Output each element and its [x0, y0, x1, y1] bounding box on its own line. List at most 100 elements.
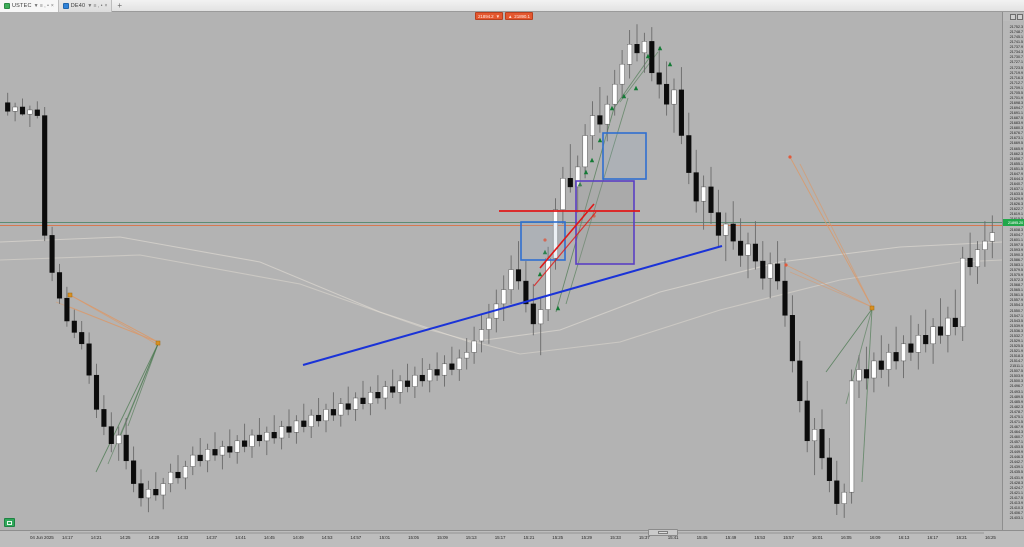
price-tick: 21640.7: [1009, 180, 1024, 186]
price-tick: 21554.3: [1009, 302, 1024, 308]
time-axis[interactable]: 04 Jun 2025 14:17 14:21 14:25 14:29 14:33 14:…: [0, 529, 1024, 547]
chart-tool-button[interactable]: [4, 518, 15, 527]
price-tick: 21637.1: [1009, 186, 1024, 191]
chart-canvas[interactable]: [0, 12, 1002, 530]
price-tick: 21593.9: [1009, 246, 1024, 252]
time-tick: 16:05: [840, 535, 852, 540]
tab-ustec[interactable]: USTEC ▼ ≡ , • ×: [0, 0, 59, 12]
price-tick: 21417.5: [1009, 494, 1024, 500]
time-tick: 15:29: [581, 535, 592, 540]
price-tick: 21561.5: [1009, 292, 1024, 298]
price-tick: 21727.1: [1009, 59, 1024, 65]
price-tick: 21442.7: [1009, 459, 1024, 465]
tab-close-icon[interactable]: ×: [104, 3, 108, 9]
time-tick: 15:45: [696, 535, 708, 540]
price-tick: 21521.9: [1009, 348, 1024, 353]
time-tick: 14:29: [148, 535, 160, 540]
price-tick: 21518.3: [1009, 353, 1024, 358]
price-tick: 21489.5: [1009, 393, 1024, 399]
time-scrollbar-track[interactable]: [30, 532, 984, 534]
price-tick: 21467.9: [1009, 423, 1024, 429]
time-tick: 15:57: [783, 535, 794, 540]
new-tab-button[interactable]: +: [117, 1, 123, 10]
time-tick: 14:33: [177, 535, 189, 540]
chart-type-icon[interactable]: [1010, 13, 1016, 20]
price-tick: 21626.3: [1009, 201, 1024, 207]
price-tick: 21406.7: [1009, 509, 1024, 515]
price-tick: 21730.7: [1009, 54, 1024, 60]
tab-options[interactable]: ▼ ≡ , •: [33, 3, 49, 9]
time-tick: 16:25: [985, 535, 996, 540]
price-tick: 21478.7: [1009, 408, 1024, 414]
time-tick: 15:13: [465, 535, 477, 540]
time-tick: 14:17: [62, 535, 73, 540]
price-badges: 21894.2 ▼ ▲ 21890.1: [475, 12, 533, 20]
price-tick: 21424.7: [1009, 484, 1024, 490]
price-tick: 21647.9: [1009, 170, 1024, 176]
time-tick: 15:01: [379, 535, 391, 540]
time-tick: 16:21: [956, 535, 967, 540]
price-tick: 21421.1: [1009, 489, 1024, 495]
time-tick: 14:37: [206, 535, 217, 540]
price-tick: 21651.5: [1009, 165, 1024, 171]
price-tick: 21536.3: [1009, 327, 1024, 333]
price-tick: 21413.9: [1009, 499, 1024, 505]
price-tick: 21658.7: [1009, 155, 1024, 161]
price-tick: 21431.9: [1009, 474, 1024, 480]
price-tick: 21565.1: [1009, 287, 1024, 293]
price-tick: 21752.3: [1009, 24, 1024, 29]
ask-price-badge[interactable]: ▲ 21890.1: [504, 12, 533, 20]
time-scrollbar-thumb[interactable]: [648, 529, 678, 536]
time-tick: 16:17: [927, 535, 939, 540]
ask-price-value: 21890.1: [514, 13, 530, 19]
time-tick: 14:57: [350, 535, 362, 540]
time-tick: 14:45: [263, 535, 275, 540]
price-tick: 21629.9: [1009, 196, 1024, 202]
time-tick: 15:41: [667, 535, 679, 540]
price-tick: 21543.5: [1009, 317, 1024, 323]
price-tick: 21701.9: [1009, 94, 1024, 100]
price-tick: 21676.7: [1009, 130, 1024, 136]
price-tick: 21737.9: [1009, 44, 1024, 50]
candle-series: [5, 24, 995, 518]
price-tick: 21669.5: [1009, 140, 1024, 146]
price-tick: 21716.3: [1009, 74, 1024, 80]
price-tick: 21734.3: [1009, 49, 1024, 55]
price-tick: 21655.1: [1009, 160, 1024, 166]
price-tick: 21633.5: [1009, 191, 1024, 196]
price-axis-header: [1003, 12, 1024, 21]
price-tick: 21500.3: [1009, 378, 1024, 384]
price-tick: 21493.1: [1009, 388, 1024, 394]
price-tick: 21622.7: [1009, 206, 1024, 212]
time-tick: 16:13: [898, 535, 910, 540]
price-tick: 21457.1: [1009, 439, 1024, 445]
price-tick: 21557.9: [1009, 297, 1024, 303]
price-tick: 21683.9: [1009, 120, 1024, 126]
price-tick: 21439.1: [1009, 464, 1024, 470]
time-tick: 15:17: [494, 535, 506, 540]
price-tick: 21673.1: [1009, 135, 1024, 141]
ask-arrow-icon: ▲: [507, 13, 513, 19]
price-tick: 21583.1: [1009, 261, 1024, 267]
time-tick: 14:49: [292, 535, 304, 540]
price-tick: 21539.9: [1009, 322, 1024, 328]
price-tick: 21719.9: [1009, 69, 1024, 75]
price-tick: 21485.9: [1009, 398, 1024, 404]
time-tick: 15:53: [754, 535, 766, 540]
tab-options[interactable]: ▼ ≡ , •: [87, 3, 103, 9]
settings-icon[interactable]: [1017, 13, 1023, 20]
price-tick: 21687.5: [1009, 115, 1024, 121]
time-tick: 15:25: [552, 535, 564, 540]
bid-price-value: 21894.2: [478, 13, 494, 19]
price-tick: 21572.3: [1009, 277, 1024, 283]
price-axis[interactable]: 21752.3 21748.7 21745.1 21741.5 21737.9 21734…: [1002, 12, 1024, 530]
bid-arrow-icon: ▼: [495, 13, 500, 19]
tab-bar: USTEC ▼ ≡ , • × DE40 ▼ ≡ , • × +: [0, 0, 1024, 12]
tab-close-icon[interactable]: ×: [50, 3, 54, 9]
price-tick: 21460.7: [1009, 434, 1024, 439]
price-tick: 21507.5: [1009, 368, 1024, 374]
tab-de40[interactable]: DE40 ▼ ≡ , • ×: [58, 0, 113, 12]
price-tick: 21568.7: [1009, 282, 1024, 288]
bid-price-badge[interactable]: 21894.2 ▼: [475, 12, 503, 20]
